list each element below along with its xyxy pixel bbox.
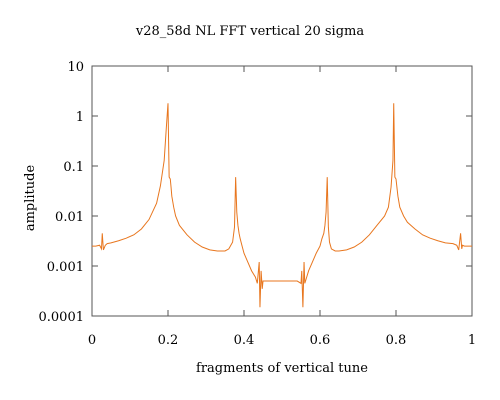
x-tick-label: 0.8 xyxy=(386,333,407,348)
x-tick-label: 0.2 xyxy=(158,333,179,348)
x-tick-label: 0.6 xyxy=(310,333,331,348)
y-tick-label: 0.1 xyxy=(63,160,84,175)
series-line xyxy=(92,103,472,308)
y-tick-label: 1 xyxy=(76,110,84,125)
chart-title: v28_58d NL FFT vertical 20 sigma xyxy=(135,24,364,39)
y-axis-label: amplitude xyxy=(23,165,38,232)
x-tick-label: 1 xyxy=(468,333,476,348)
y-tick-label: 0.0001 xyxy=(39,310,85,325)
y-tick-label: 0.01 xyxy=(55,210,84,225)
x-tick-label: 0.4 xyxy=(234,333,255,348)
x-axis-label: fragments of vertical tune xyxy=(196,361,368,376)
tick-group: 0 0.2 0.4 0.6 0.8 1 0.0001 0.001 0.01 0.1 1 10 xyxy=(39,60,477,348)
y-tick-label: 10 xyxy=(67,60,84,75)
x-tick-label: 0 xyxy=(88,333,96,348)
plot-frame xyxy=(91,65,473,317)
y-tick-label: 0.001 xyxy=(47,260,84,275)
